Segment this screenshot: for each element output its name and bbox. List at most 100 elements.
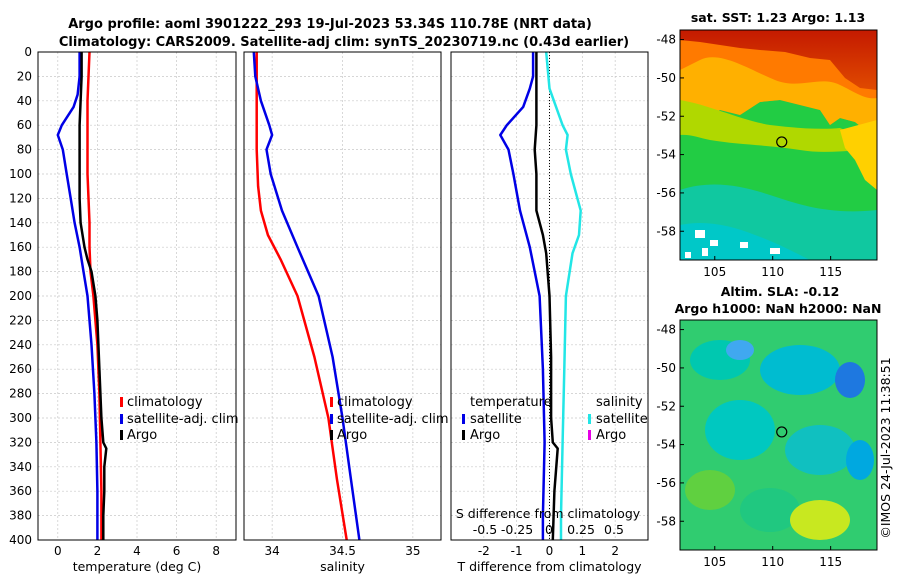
legend-swatch-satellite xyxy=(120,414,123,424)
lat-tick-label: -54 xyxy=(656,438,676,452)
temperature-legend: climatology satellite-adj. clim Argo xyxy=(120,395,239,443)
x-axis-label: temperature (deg C) xyxy=(73,559,202,574)
sla-map-title-line1: Altim. SLA: -0.12 xyxy=(721,284,840,299)
plot-frame xyxy=(37,51,237,541)
x-tick-label: 1 xyxy=(579,544,587,558)
s-difference-tick-label: -0.25 xyxy=(501,522,533,537)
legend-label-argo: Argo xyxy=(337,428,367,443)
x-tick-label: -2 xyxy=(478,544,490,558)
s-difference-axis-label: S difference from climatology xyxy=(456,506,641,521)
depth-tick-label: 120 xyxy=(9,191,32,205)
series-line-salinity-satellite xyxy=(544,51,582,540)
legend-label-argo: Argo xyxy=(127,428,157,443)
depth-tick-label: 180 xyxy=(9,265,32,279)
lat-tick-label: -56 xyxy=(656,476,676,490)
lat-tick-label: -56 xyxy=(656,186,676,200)
legend-swatch-temp-argo xyxy=(462,430,465,440)
legend-heading-salinity: salinity xyxy=(596,395,643,410)
lon-tick-label: 105 xyxy=(703,265,726,279)
legend-label-satellite: satellite-adj. clim xyxy=(127,412,239,427)
lon-tick-label: 110 xyxy=(761,265,784,279)
legend-swatch-argo xyxy=(330,430,333,440)
lat-tick-label: -52 xyxy=(656,399,676,413)
series-line-satellite-adj-clim xyxy=(56,52,99,540)
sst-map-field xyxy=(680,30,877,260)
lat-tick-label: -58 xyxy=(656,514,676,528)
legend-label-temp-argo: Argo xyxy=(470,428,500,443)
sla-map-title-line2: Argo h1000: NaN h2000: NaN xyxy=(675,301,882,316)
argo-float-location-marker xyxy=(776,426,788,438)
legend-swatch-sal-satellite xyxy=(588,414,591,424)
lon-tick-label: 110 xyxy=(761,555,784,569)
series-line-temperature-satellite xyxy=(499,52,546,540)
argo-float-location-marker xyxy=(776,136,788,148)
lon-tick-label: 105 xyxy=(703,555,726,569)
lon-tick-label: 115 xyxy=(819,265,842,279)
lat-tick-label: -58 xyxy=(656,224,676,238)
lat-tick-label: -48 xyxy=(656,323,676,337)
depth-tick-label: 100 xyxy=(9,167,32,181)
legend-swatch-argo xyxy=(120,430,123,440)
lat-tick-label: -52 xyxy=(656,109,676,123)
depth-tick-label: 0 xyxy=(24,45,32,59)
depth-tick-label: 220 xyxy=(9,313,32,327)
plot-frame xyxy=(450,51,649,541)
depth-tick-label: 160 xyxy=(9,240,32,254)
x-tick-label: 2 xyxy=(94,544,102,558)
depth-tick-label: 260 xyxy=(9,362,32,376)
depth-tick-label: 280 xyxy=(9,387,32,401)
depth-tick-label: 360 xyxy=(9,484,32,498)
series-line-temperature-argo xyxy=(533,52,559,541)
legend-swatch-sal-argo xyxy=(588,430,591,440)
lat-tick-label: -50 xyxy=(656,361,676,375)
legend-label-temp-satellite: satellite xyxy=(470,412,522,427)
legend-label-satellite: satellite-adj. clim xyxy=(337,412,449,427)
lat-tick-label: -50 xyxy=(656,71,676,85)
s-difference-tick-labels: -0.5 -0.25 0 0.25 0.5 xyxy=(473,522,624,537)
lat-tick-label: -54 xyxy=(656,148,676,162)
depth-tick-label: 340 xyxy=(9,460,32,474)
x-axis-label: T difference from climatology xyxy=(456,559,642,574)
x-tick-label: 0 xyxy=(54,544,62,558)
depth-tick-label: 300 xyxy=(9,411,32,425)
x-tick-label: 0 xyxy=(546,544,554,558)
x-tick-label: -1 xyxy=(511,544,523,558)
x-tick-label: 8 xyxy=(212,544,220,558)
x-tick-label: 6 xyxy=(173,544,181,558)
imos-timestamp-watermark: ©IMOS 24-Jul-2023 11:38:51 xyxy=(878,357,893,538)
plot-frame xyxy=(243,51,442,541)
legend-swatch-climatology xyxy=(330,397,333,407)
legend-label-sal-satellite: satellite xyxy=(596,412,648,427)
series-line-climatology xyxy=(86,51,103,540)
depth-tick-label: 140 xyxy=(9,216,32,230)
legend-label-climatology: climatology xyxy=(337,395,413,410)
legend-label-sal-argo: Argo xyxy=(596,428,626,443)
s-difference-tick-label: 0 xyxy=(545,522,553,537)
depth-tick-label: 200 xyxy=(9,289,32,303)
depth-tick-label: 400 xyxy=(9,533,32,547)
legend-heading-temperature: temperature xyxy=(470,395,552,410)
temperature-panel: 0204060801001201401601802002202402602803… xyxy=(9,45,237,574)
x-tick-label: 35 xyxy=(405,544,420,558)
sla-map: Altim. SLA: -0.12 Argo h1000: NaN h2000:… xyxy=(656,284,881,569)
depth-tick-label: 20 xyxy=(17,69,32,83)
legend-label-climatology: climatology xyxy=(127,395,203,410)
lat-tick-label: -48 xyxy=(656,33,676,47)
sst-map-title: sat. SST: 1.23 Argo: 1.13 xyxy=(691,10,865,25)
figure-title-line1: Argo profile: aoml 3901222_293 19-Jul-20… xyxy=(68,17,592,32)
legend-swatch-temp-satellite xyxy=(462,414,465,424)
depth-tick-label: 240 xyxy=(9,338,32,352)
s-difference-tick-label: 0.25 xyxy=(567,522,595,537)
series-line-argo xyxy=(78,52,108,540)
figure-title-line2: Climatology: CARS2009. Satellite-adj cli… xyxy=(59,35,629,50)
depth-tick-label: 40 xyxy=(17,94,32,108)
x-tick-label: 2 xyxy=(611,544,619,558)
x-tick-label: 34 xyxy=(265,544,280,558)
s-difference-tick-label: 0.5 xyxy=(604,522,624,537)
series-line-climatology xyxy=(255,52,348,541)
depth-tick-label: 320 xyxy=(9,435,32,449)
lon-tick-label: 115 xyxy=(819,555,842,569)
salinity-legend: climatology satellite-adj. clim Argo xyxy=(330,395,449,443)
difference-panel: -2 -1 0 1 2T difference from climatology xyxy=(450,51,649,574)
